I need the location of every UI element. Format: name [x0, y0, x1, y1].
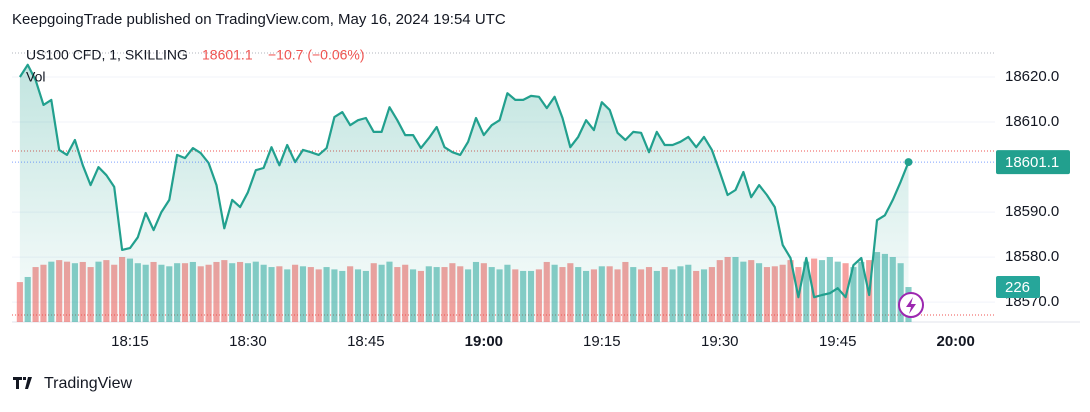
y-tick-label: 18580.0 — [1005, 248, 1059, 265]
volume-bar — [811, 258, 818, 322]
price-area — [19, 64, 909, 323]
x-tick-label: 18:15 — [111, 333, 149, 350]
x-tick-label: 19:45 — [819, 333, 857, 350]
legend-name: US100 CFD, 1, SKILLING — [26, 47, 188, 63]
y-tick-label: 18620.0 — [1005, 68, 1059, 85]
brand: TradingView — [44, 375, 132, 392]
volume-tag-label: 226 — [1005, 279, 1030, 296]
price-tag — [996, 150, 1070, 175]
x-tick-label: 20:00 — [936, 333, 974, 350]
y-tick-label: 18610.0 — [1005, 113, 1059, 130]
volume-bar — [818, 260, 826, 322]
brand-logo — [13, 377, 32, 389]
x-tick-label: 18:45 — [347, 333, 385, 350]
last-point — [904, 158, 913, 167]
chart-title: KeepgoingTrade published on TradingView.… — [12, 11, 506, 28]
volume-bar — [16, 282, 23, 322]
y-tick-label: 18590.0 — [1005, 203, 1059, 220]
x-tick-label: 19:15 — [583, 333, 621, 350]
legend-vol: Vol — [26, 69, 45, 85]
flash-icon — [898, 292, 924, 318]
volume-bar — [826, 257, 833, 322]
price-line — [18, 63, 910, 299]
volume-tag — [996, 276, 1040, 299]
volume-bar — [842, 263, 849, 322]
x-tick-label: 19:30 — [701, 333, 739, 350]
plot-area: 18570.018580.018590.018610.018620.018:15… — [12, 63, 1070, 350]
x-tick-label: 19:00 — [465, 333, 503, 350]
x-tick-label: 18:30 — [229, 333, 267, 350]
legend-change: −10.7 (−0.06%) — [268, 47, 365, 63]
price-tag-label: 18601.1 — [1005, 154, 1059, 171]
legend-last: 18601.1 — [202, 47, 253, 63]
